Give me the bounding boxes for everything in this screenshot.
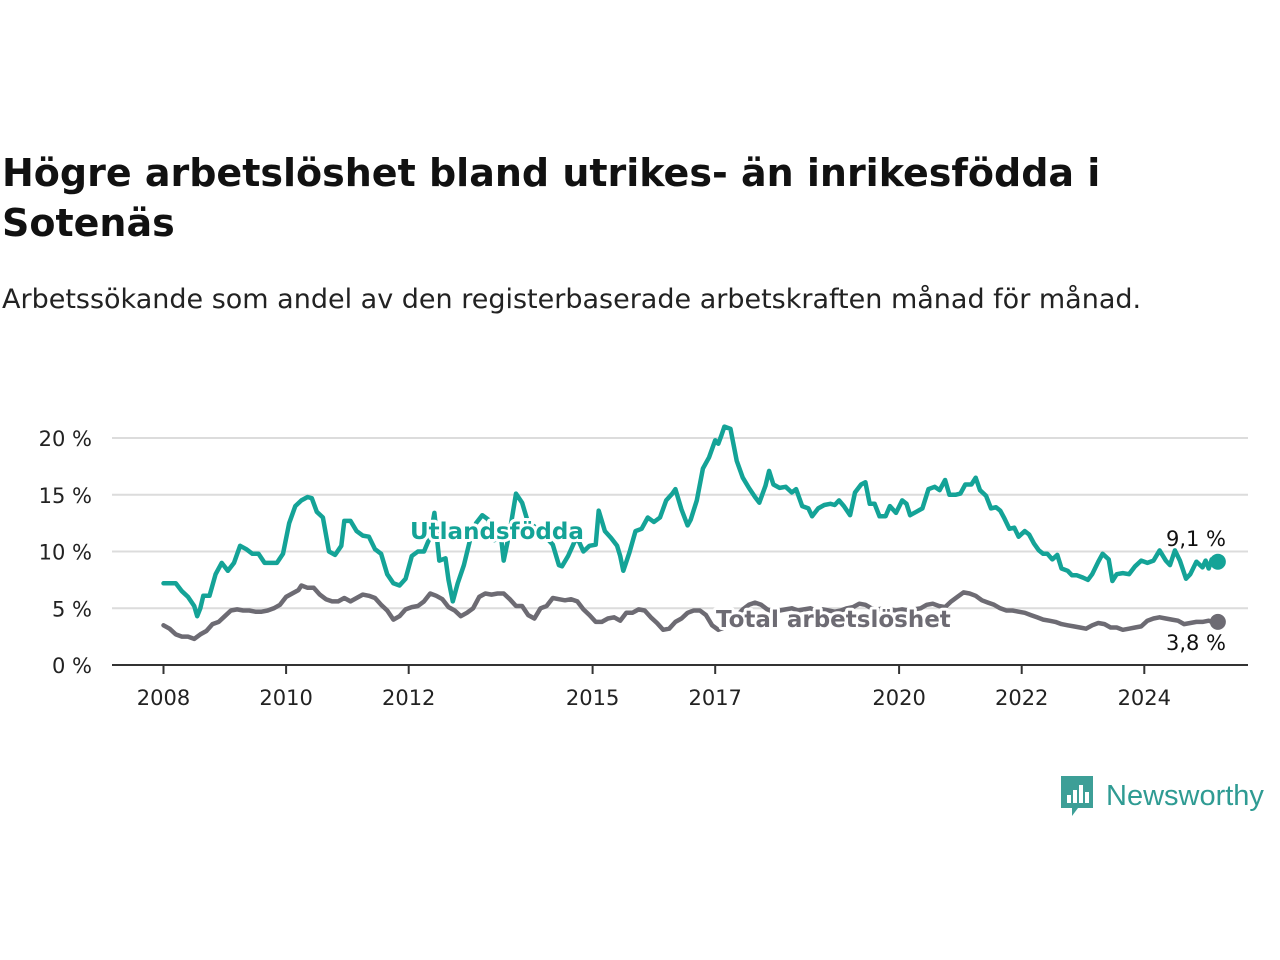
x-tick-label: 2017 [688,686,741,710]
chart-subtitle: Arbetssökande som andel av den registerb… [2,284,1142,315]
y-tick-label: 0 % [52,654,92,678]
chart-title: Högre arbetslöshet bland utrikes- än inr… [2,151,1101,245]
y-tick-label: 10 % [39,541,92,565]
x-tick-label: 2024 [1118,686,1171,710]
x-tick-label: 2015 [566,686,619,710]
series-label-total: Total arbetslöshet [716,607,951,633]
x-tick-label: 2020 [872,686,925,710]
end-point-foreign [1209,553,1226,570]
newsworthy-wordmark: Newsworthy [1106,779,1264,812]
newsworthy-logo-icon [1061,776,1093,816]
series-line-total [161,583,1221,642]
y-tick-label: 15 % [39,484,92,508]
newsworthy-brand: Newsworthy [1058,772,1264,820]
x-tick-label: 2008 [137,686,190,710]
y-tick-label: 20 % [39,427,92,451]
end-point-total [1209,613,1226,630]
series-label-foreign: Utlandsfödda [410,519,584,545]
x-tick-label: 2012 [382,686,435,710]
x-tick-label: 2010 [259,686,312,710]
y-tick-label: 5 % [52,597,92,621]
series-line-foreign [161,424,1221,619]
end-label-total: 3,8 % [1166,631,1226,655]
end-label-foreign: 9,1 % [1166,527,1226,551]
x-tick-label: 2022 [995,686,1048,710]
